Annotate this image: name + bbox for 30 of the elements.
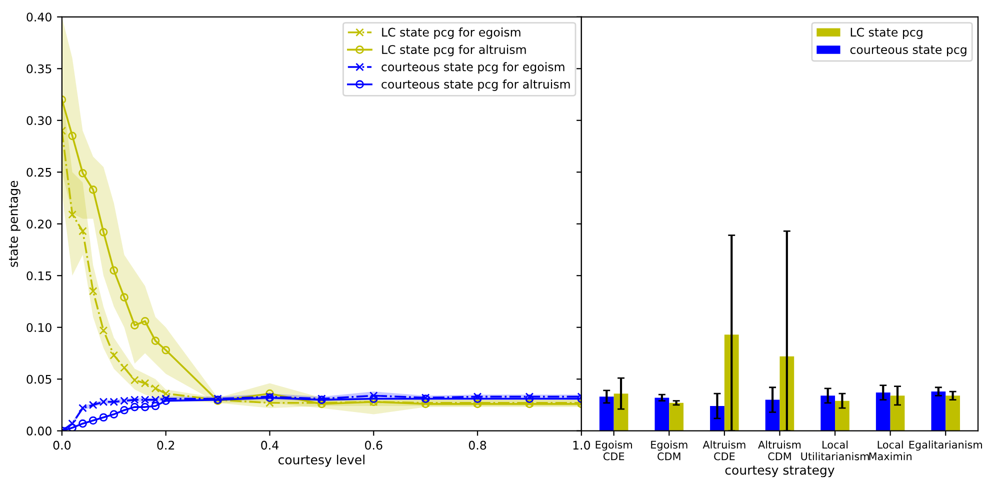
x-tick-label: 1.0 [573,440,590,450]
x-tick-label: 0.2 [157,440,174,450]
x-tick-label: Altruism CDM [758,440,801,460]
y-tick-label: 0.35 [26,64,52,74]
x-tick-label: 0.6 [365,440,382,450]
y-tick-label: 0.10 [26,323,52,332]
x-tick-label: 0.8 [468,440,486,450]
x-tick-label: 0.0 [53,440,71,450]
y-axis-title: state pentage [8,180,20,267]
x-tick-label: Egoism CDE [596,440,632,460]
y-tick-label: 0.00 [26,426,52,436]
x-tick-label: 0.4 [261,440,278,450]
legend-label: LC state pcg [850,28,922,39]
y-tick-label: 0.05 [26,374,52,384]
y-tick-label: 0.30 [26,116,52,126]
x-axis-title: courtesy level [278,454,364,467]
legend-label: courteous state pcg [850,46,966,56]
legend-label: courteous state pcg for egoism [382,62,564,74]
x-tick-label: Egoism CDM [651,440,688,460]
y-tick-label: 0.15 [26,271,52,280]
x-axis-title: courtesy strategy [725,466,834,478]
x-tick-label: Egalitarianism [909,440,982,451]
y-tick-label: 0.40 [26,12,52,22]
legend-label: courteous state pcg for altruism [382,80,570,91]
y-tick-label: 0.20 [26,220,52,229]
legend-label: LC state pcg for altruism [382,44,526,56]
x-tick-label: Altruism CDE [702,440,746,460]
legend-label: LC state pcg for egoism [382,28,520,39]
y-tick-label: 0.25 [26,168,52,177]
x-tick-label: Local Utilitarianism [801,440,869,460]
